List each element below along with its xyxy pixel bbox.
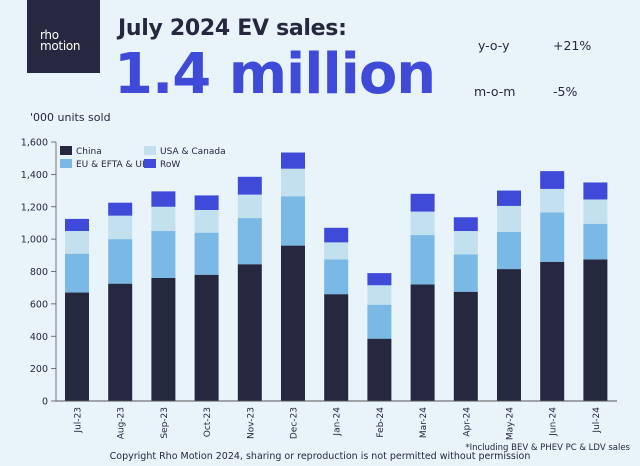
bar-segment-eu-efta-uk [540, 212, 565, 262]
legend-swatch [60, 159, 72, 168]
mom-value: -5% [553, 84, 578, 99]
bar-segment-china [237, 264, 262, 401]
bar-segment-row [583, 182, 608, 200]
x-tick-label: Jun-24 [549, 407, 559, 437]
bar-segment-row [497, 190, 521, 206]
bar-segment-eu-efta-uk [453, 254, 478, 292]
x-tick-label: Feb-24 [376, 407, 386, 438]
bar-segment-eu-efta-uk [151, 231, 176, 278]
y-tick-label: 200 [30, 364, 48, 375]
bar-segment-eu-efta-uk [237, 218, 262, 265]
bar-segment-eu-efta-uk [324, 259, 349, 295]
bar-segment-china [410, 284, 435, 401]
bar-segment-usa-canada [324, 242, 349, 260]
bar-segment-usa-canada [453, 231, 478, 255]
x-tick-label: Dec-23 [290, 407, 300, 439]
bar-segment-china [324, 294, 349, 401]
bar-segment-eu-efta-uk [281, 196, 305, 246]
bar-segment-eu-efta-uk [497, 231, 521, 270]
bar-segment-usa-canada [151, 206, 176, 232]
bar-segment-usa-canada [65, 231, 89, 254]
y-tick-label: 1,400 [21, 170, 48, 181]
x-tick-label: Nov-23 [246, 407, 256, 439]
bar-segment-usa-canada [237, 194, 262, 219]
legend-label: China [76, 147, 102, 157]
y-tick-label: 400 [30, 332, 48, 343]
headline-value: 1.4 million [114, 42, 436, 107]
bar-segment-row [367, 273, 392, 286]
bar-segment-china [540, 261, 565, 401]
footnote: *Including BEV & PHEV PC & LDV sales [465, 443, 630, 453]
bar-segment-usa-canada [108, 215, 133, 240]
x-tick-label: Oct-23 [203, 407, 213, 437]
y-tick-label: 600 [30, 299, 48, 310]
legend-label: USA & Canada [160, 147, 226, 157]
bar-segment-eu-efta-uk [583, 223, 608, 260]
bar-segment-usa-canada [540, 188, 565, 213]
bar-segment-row [237, 176, 262, 195]
bar-segment-eu-efta-uk [65, 253, 89, 293]
x-tick-label: Aug-23 [117, 407, 127, 439]
rho-motion-logo: rho motion [27, 0, 100, 73]
x-tick-label: Jul-24 [592, 407, 602, 434]
y-tick-label: 800 [30, 267, 48, 278]
bar-segment-usa-canada [410, 211, 435, 236]
y-tick-label: 1,600 [21, 138, 48, 149]
bar-segment-row [65, 218, 89, 232]
legend-label: EU & EFTA & UK [76, 160, 149, 170]
bar-segment-china [281, 245, 305, 401]
bar-segment-usa-canada [367, 285, 392, 305]
page-title: July 2024 EV sales: [118, 16, 347, 41]
bar-segment-eu-efta-uk [194, 232, 219, 275]
bar-segment-row [453, 217, 478, 232]
bar-segment-eu-efta-uk [410, 235, 435, 285]
bar-segment-china [108, 283, 133, 401]
bar-segment-china [151, 277, 176, 401]
legend-swatch [144, 146, 156, 155]
y-tick-label: 0 [42, 397, 48, 408]
bar-segment-row [281, 152, 305, 169]
bar-segment-eu-efta-uk [108, 239, 133, 284]
x-tick-label: Jan-24 [333, 407, 343, 437]
bar-segment-eu-efta-uk [367, 304, 392, 339]
legend-swatch [60, 146, 72, 155]
y-tick-label: 1,000 [21, 235, 48, 246]
yoy-label: y-o-y [478, 38, 510, 53]
bar-segment-row [410, 193, 435, 212]
bar-segment-row [108, 202, 133, 216]
bar-segment-row [194, 195, 219, 210]
x-tick-label: Jul-23 [74, 407, 84, 434]
bar-segment-usa-canada [281, 168, 305, 197]
y-axis-label: '000 units sold [30, 111, 111, 124]
x-tick-label: Mar-24 [419, 407, 429, 438]
bar-segment-china [453, 291, 478, 401]
bar-segment-china [65, 292, 89, 401]
mom-label: m-o-m [474, 84, 516, 99]
legend-swatch [144, 159, 156, 168]
logo-text: rho motion [40, 28, 81, 53]
x-tick-label: May-24 [506, 407, 516, 440]
bar-segment-row [324, 227, 349, 243]
bar-segment-china [497, 269, 521, 401]
bar-segment-china [583, 259, 608, 401]
bar-segment-usa-canada [194, 209, 219, 233]
y-tick-label: 1,200 [21, 202, 48, 213]
bar-segment-china [194, 274, 219, 401]
legend-label: RoW [160, 160, 180, 170]
copyright: Copyright Rho Motion 2024, sharing or re… [109, 451, 531, 462]
bar-segment-row [151, 191, 176, 207]
bar-segment-row [540, 171, 565, 189]
x-tick-label: Apr-24 [462, 407, 472, 437]
yoy-value: +21% [553, 38, 592, 53]
bar-segment-china [367, 338, 392, 401]
x-tick-label: Sep-23 [160, 407, 170, 439]
bar-segment-usa-canada [497, 205, 521, 232]
bar-segment-usa-canada [583, 199, 608, 224]
